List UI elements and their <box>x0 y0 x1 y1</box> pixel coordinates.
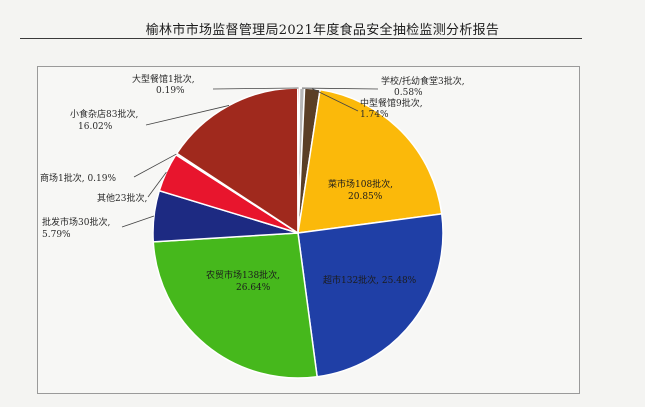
label-big-restaurant-line2: 0.19% <box>156 86 185 96</box>
leader-line-5 <box>147 171 167 198</box>
label-veg-market-line1: 菜市场108批次, <box>328 178 393 190</box>
leader-line-3 <box>145 105 230 126</box>
label-veg-market-line2: 20.85% <box>348 192 383 202</box>
pie-slice-3 <box>297 213 444 378</box>
leader-line-6 <box>121 215 155 228</box>
pie-slice-4 <box>152 232 318 379</box>
pie-slice-2 <box>297 88 443 234</box>
leader-line-1 <box>312 88 359 112</box>
label-big-restaurant-line1: 大型餐馆1批次, <box>132 73 195 85</box>
label-school-line1: 学校/托幼食堂3批次, <box>381 75 465 87</box>
label-school-line2: 0.58% <box>394 88 423 98</box>
label-wholesale-line1: 批发市场30批次, <box>42 216 110 228</box>
leader-line-4 <box>133 153 177 178</box>
leader-line-2 <box>212 87 299 90</box>
label-supermarket: 超市132批次, 25.48% <box>323 274 417 286</box>
label-other: 其他23批次, <box>97 192 147 204</box>
report-title: 榆林市市场监督管理局2021年度食品安全抽检监测分析报告 <box>145 23 500 38</box>
label-mall: 商场1批次, 0.19% <box>40 172 116 184</box>
header-divider <box>20 38 582 39</box>
pie-slices <box>152 87 444 379</box>
label-mid-restaurant-line1: 中型餐馆9批次, <box>360 97 423 109</box>
label-mid-restaurant-line2: 1.74% <box>360 110 389 120</box>
leader-lines <box>121 87 379 228</box>
label-farm-market-line1: 农贸市场138批次, <box>206 269 280 281</box>
label-small-shop-line1: 小食杂店83批次, <box>70 108 138 120</box>
pie-chart: 学校/托幼食堂3批次, 0.58% 中型餐馆9批次, 1.74% 大型餐馆1批次… <box>40 73 465 379</box>
leader-line-0 <box>302 87 379 90</box>
chart-frame: 学校/托幼食堂3批次, 0.58% 中型餐馆9批次, 1.74% 大型餐馆1批次… <box>37 66 580 394</box>
label-farm-market-line2: 26.64% <box>236 283 271 293</box>
label-wholesale-line2: 5.79% <box>42 230 71 240</box>
label-small-shop-line2: 16.02% <box>78 122 113 132</box>
